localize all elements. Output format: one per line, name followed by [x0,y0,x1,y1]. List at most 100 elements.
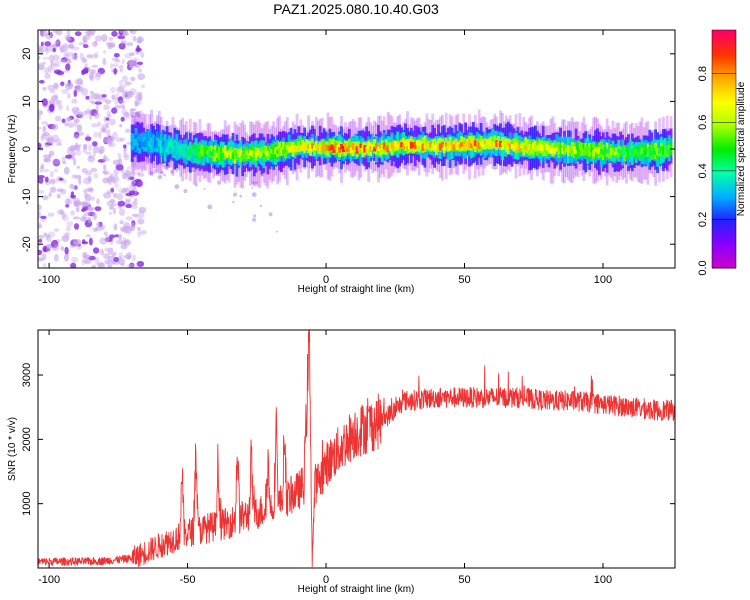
spectrogram-cell [625,152,628,157]
spectrogram-cell [386,145,390,153]
noise-blob [84,259,92,265]
noise-blob [114,234,119,238]
noise-blob [92,146,100,154]
colorbar-cell [712,94,736,97]
noise-blob [233,192,238,197]
spectrogram-cell [163,144,167,150]
noise-blob [124,52,132,59]
noise-blob [149,171,154,175]
noise-blob [64,198,73,205]
spectrogram-cell [171,145,175,150]
spectrogram-cell [392,140,396,148]
spectrogram-cell [493,143,497,149]
spectrogram-cell [408,143,411,149]
spectrogram-cell [530,145,533,150]
noise-blob [136,260,145,268]
spectrogram-cell [367,142,371,150]
spectrogram-cell [499,141,502,148]
noise-blob [91,210,96,218]
spectrogram-cell [421,143,425,151]
noise-blob [115,59,121,63]
spectrogram-cell [388,145,392,151]
noise-blob [71,46,80,51]
spectrogram-cell [144,139,148,147]
noise-blob [129,52,135,56]
noise-blob [65,63,71,71]
colorbar-cell [712,82,736,85]
spectrogram-cell [198,152,202,157]
noise-blob [85,95,90,100]
noise-blob [130,112,137,119]
spectrogram-cell [582,150,586,156]
spectrogram-cell [613,151,617,156]
spectrogram-cell [353,144,357,152]
noise-blob [253,214,257,218]
spectrogram-cell [355,146,359,154]
noise-blob [38,211,42,219]
noise-blob [123,144,127,149]
spectrogram-cell [648,150,652,158]
spectrogram-cell [309,144,312,152]
noise-blob [38,79,45,84]
noise-blob [160,171,164,175]
spectrogram-cell [365,146,369,154]
noise-blob [53,60,61,68]
spectrogram-cell [369,146,372,152]
noise-blob [38,114,41,121]
spectrogram-cell [565,147,568,153]
spectrogram-cell [567,147,570,157]
noise-blob [74,174,82,178]
spectrogram-cell [656,148,659,156]
noise-blob [216,180,222,185]
noise-blob [141,84,145,89]
noise-blob [129,30,134,34]
noise-blob [103,170,110,176]
spectrogram-x-tick-label: 100 [594,274,612,286]
noise-blob [67,58,72,64]
noise-blob [63,232,71,237]
snr-panel: -100 -50 0 50 100 1000 2000 3000 Height of str… [7,329,676,595]
spectrogram-cell [291,145,295,153]
spectrogram-cell [231,152,235,160]
colorbar-cell [712,186,736,189]
noise-blob [137,231,142,238]
noise-blob [38,142,42,149]
spectrogram-cell [326,145,330,151]
noise-blob [89,72,94,80]
noise-blob [49,89,56,94]
noise-blob [66,117,72,123]
spectrogram-cell [130,141,134,147]
noise-blob [83,67,89,74]
noise-blob [51,134,60,143]
noise-blob [126,42,134,46]
noise-blob [76,165,81,169]
spectrogram-cell [140,141,144,146]
noise-blob [118,208,126,216]
spectrogram-cell [427,144,431,150]
noise-blob [73,85,80,91]
noise-blob [139,230,147,235]
noise-blob [134,178,142,183]
noise-blob [61,211,66,220]
noise-blob [90,167,98,173]
colorbar-cell [712,62,736,65]
noise-blob [73,223,80,230]
noise-blob [252,217,257,222]
noise-blob [108,211,112,216]
spectrogram-cell [654,151,657,156]
spectrogram-cell [251,150,254,157]
spectrogram-y-tick-label: -20 [21,236,33,252]
spectrogram-cell [415,140,419,146]
spectrogram-cell [225,151,229,158]
noise-blob [114,105,122,109]
spectrogram-cell [268,149,272,155]
spectrogram-cell [283,147,287,153]
noise-blob [118,85,125,93]
spectrogram-y-tick-label: 20 [21,48,33,60]
spectrogram-cell [551,148,555,154]
noise-blob [133,198,138,202]
spectrogram-cell [609,148,613,156]
noise-blob [127,264,135,268]
noise-blob [71,108,76,113]
